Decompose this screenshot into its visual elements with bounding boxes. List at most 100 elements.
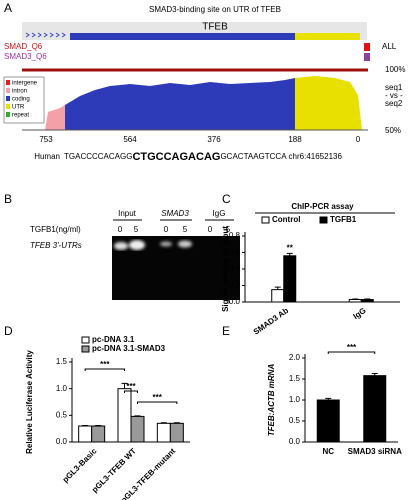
bar bbox=[348, 299, 362, 303]
y-tick-label: 0.4 bbox=[229, 264, 241, 273]
error-bar bbox=[286, 252, 293, 256]
error-bar bbox=[82, 424, 89, 426]
annotation: *** bbox=[100, 360, 110, 369]
legend-label: TGFB1 bbox=[330, 215, 357, 224]
y-axis-label: TFEB:ACTB mRNA bbox=[267, 364, 276, 437]
seq-right: GCACTAAGTCCA bbox=[220, 152, 287, 161]
bar bbox=[283, 255, 297, 303]
strand-arrows bbox=[25, 32, 66, 38]
panel-label: A bbox=[4, 1, 12, 15]
legend-text: UTR bbox=[12, 105, 25, 111]
y-tick-label: 0.6 bbox=[229, 248, 241, 257]
panel-label: C bbox=[222, 192, 231, 206]
dose: 0 bbox=[208, 225, 213, 234]
dose: 5 bbox=[134, 225, 139, 234]
axis bbox=[244, 232, 400, 303]
x-tick-label: pGL3-Basic bbox=[61, 446, 99, 484]
bracket bbox=[137, 401, 178, 404]
utr-area bbox=[295, 76, 362, 130]
column-label: SMAD3 bbox=[161, 209, 189, 218]
pct-label: 50% bbox=[385, 126, 401, 135]
y-tick-label: 2.0 bbox=[289, 353, 301, 362]
gene-label: TFEB bbox=[202, 22, 228, 33]
y-tick-label: 0.0 bbox=[229, 297, 241, 306]
y-axis-label: Relative Luciferase Activity bbox=[25, 350, 34, 454]
error-bar bbox=[274, 286, 281, 290]
bar bbox=[117, 388, 132, 443]
y-tick-label: 0.0 bbox=[56, 437, 68, 446]
seq-label: - vs - bbox=[385, 91, 403, 100]
annotation: *** bbox=[152, 393, 162, 402]
error-bar bbox=[95, 424, 102, 426]
legend-label: pc-DNA 3.1-SMAD3 bbox=[92, 344, 166, 353]
sequence: TGACCCCACAGGCTGCCAGACAGGCACTAAGTCCA chr6:… bbox=[64, 151, 342, 163]
panel-a-title: SMAD3-binding site on UTR of TFEB bbox=[149, 5, 281, 14]
y-tick-label: 0.2 bbox=[229, 281, 241, 290]
y-tick-label: 1.5 bbox=[289, 374, 301, 383]
species: Human bbox=[34, 152, 60, 161]
dose: 0 bbox=[164, 225, 169, 234]
y-tick-label: 0.0 bbox=[289, 437, 301, 446]
track-label: SMAD_Q6 bbox=[4, 42, 43, 51]
annotation: *** bbox=[347, 343, 357, 352]
legend-text: repeat bbox=[12, 113, 29, 119]
legend-text: coding bbox=[12, 97, 30, 103]
column-label: Input bbox=[118, 209, 137, 218]
position-label: 0 bbox=[356, 135, 361, 144]
error-bar bbox=[173, 422, 180, 424]
bracket bbox=[327, 351, 376, 354]
site-mark bbox=[364, 53, 370, 61]
y-tick-label: 0.8 bbox=[229, 231, 241, 240]
seq-label: seq1 bbox=[385, 83, 403, 92]
position-label: 188 bbox=[288, 135, 302, 144]
legend-label: pc-DNA 3.1 bbox=[92, 335, 135, 344]
annotation: *** bbox=[126, 382, 136, 391]
bar bbox=[360, 299, 374, 303]
legend-swatch bbox=[81, 345, 90, 353]
dose: 5 bbox=[226, 225, 231, 234]
all-label: ALL bbox=[382, 42, 397, 51]
dose: 0 bbox=[118, 225, 123, 234]
pct-label: 100% bbox=[385, 65, 405, 74]
y-tick-label: 1.0 bbox=[289, 395, 301, 404]
legend-swatch bbox=[81, 336, 90, 344]
seq-motif: CTGCCAGACAG bbox=[132, 151, 220, 163]
y-tick-label: 0.5 bbox=[289, 416, 301, 425]
x-tick-label: SMAD3 siRNA bbox=[348, 447, 402, 456]
y-tick-label: 1.0 bbox=[56, 384, 68, 393]
bracket bbox=[84, 368, 125, 371]
bracket bbox=[124, 390, 138, 393]
annotation: ** bbox=[287, 243, 294, 252]
error-bar bbox=[325, 397, 332, 400]
y-tick-label: 1.5 bbox=[56, 357, 68, 366]
panel-label: B bbox=[4, 192, 12, 206]
bar bbox=[316, 399, 340, 443]
bar bbox=[363, 375, 387, 443]
bar bbox=[130, 415, 145, 443]
position-label: 564 bbox=[123, 135, 137, 144]
panel-label: E bbox=[222, 324, 230, 338]
error-bar bbox=[371, 373, 378, 376]
x-tick-label: SMAD3 Ab bbox=[252, 306, 291, 337]
intron-area bbox=[45, 105, 65, 130]
treatment-label: TGFB1(ng/ml) bbox=[30, 225, 81, 234]
legend-swatch bbox=[261, 216, 270, 224]
column-label: IgG bbox=[213, 209, 226, 218]
bar bbox=[156, 422, 171, 443]
legend-text: intergene bbox=[12, 81, 38, 87]
dose: 5 bbox=[183, 225, 188, 234]
row-label: TFEB 3'-UTRs bbox=[30, 241, 82, 250]
seq-label: seq2 bbox=[385, 99, 403, 108]
site-mark bbox=[364, 43, 370, 51]
chart-title: ChIP-PCR assay bbox=[291, 202, 354, 211]
bar bbox=[91, 425, 106, 443]
y-axis-label: Signal relative to input bbox=[221, 226, 230, 312]
bar bbox=[169, 422, 184, 443]
gel-bands bbox=[114, 240, 192, 250]
bar bbox=[78, 425, 93, 443]
position-label: 753 bbox=[39, 135, 53, 144]
error-bar bbox=[134, 415, 141, 417]
position-label: 376 bbox=[207, 135, 221, 144]
region-legend: intergene intron coding UTR repeat bbox=[3, 76, 45, 124]
